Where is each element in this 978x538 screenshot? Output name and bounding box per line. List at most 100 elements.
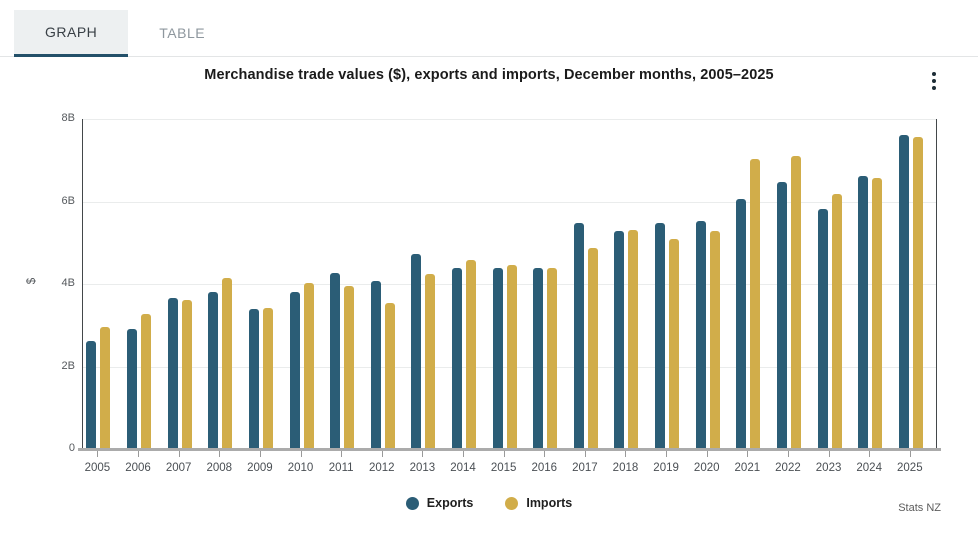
bar-imports-2012[interactable] (384, 302, 395, 449)
gridline-6b (83, 201, 936, 203)
bar-imports-2007[interactable] (181, 299, 192, 449)
bar-exports-2021[interactable] (736, 199, 747, 449)
x-axis-label-2018: 2018 (612, 462, 639, 474)
x-tick-2011 (341, 451, 343, 457)
bar-imports-2013[interactable] (425, 273, 436, 449)
bar-imports-2008[interactable] (222, 278, 233, 449)
x-tick-2023 (828, 451, 830, 457)
bar-exports-2024[interactable] (858, 175, 869, 449)
x-axis-label-2014: 2014 (450, 462, 476, 474)
bar-imports-2019[interactable] (669, 238, 680, 449)
x-axis-label-2023: 2023 (815, 462, 842, 474)
x-tick-2025 (909, 451, 911, 457)
x-tick-2012 (381, 451, 383, 457)
x-tick-2015 (503, 451, 505, 457)
bar-exports-2006[interactable] (127, 328, 138, 449)
bar-imports-2020[interactable] (709, 231, 720, 449)
bar-imports-2025[interactable] (912, 137, 923, 449)
tab-table[interactable]: TABLE (159, 25, 206, 41)
bar-exports-2007[interactable] (167, 298, 178, 449)
x-axis-label-2009: 2009 (247, 462, 273, 474)
bar-exports-2010[interactable] (289, 292, 300, 449)
bar-imports-2015[interactable] (506, 265, 517, 449)
bar-imports-2021[interactable] (750, 158, 761, 449)
chart-title: Merchandise trade values ($), exports an… (204, 67, 774, 83)
x-axis-label-2013: 2013 (409, 462, 436, 474)
y-axis-label-6B: 6B (61, 194, 75, 207)
tab-bar: GRAPH TABLE (0, 10, 978, 57)
y-axis-label-2B: 2B (61, 359, 75, 372)
bar-exports-2020[interactable] (695, 221, 706, 449)
x-axis-line (78, 448, 941, 451)
y-axis-label-4B: 4B (61, 277, 75, 289)
x-tick-2014 (463, 451, 464, 457)
bar-imports-2022[interactable] (790, 156, 801, 449)
x-tick-2007 (178, 451, 180, 457)
bar-exports-2008[interactable] (208, 292, 219, 449)
bar-exports-2012[interactable] (370, 281, 381, 449)
x-axis-label-2025: 2025 (897, 462, 923, 474)
x-axis-label-2022: 2022 (775, 462, 801, 474)
x-axis-label-2006: 2006 (125, 462, 151, 474)
kebab-dot (932, 72, 936, 76)
x-tick-2024 (869, 451, 871, 457)
bar-imports-2017[interactable] (587, 247, 598, 449)
x-tick-2006 (138, 451, 140, 457)
bar-exports-2011[interactable] (330, 273, 341, 449)
x-axis-label-2015: 2015 (490, 462, 517, 474)
legend-item-imports[interactable]: Imports (505, 496, 572, 510)
plot-area (82, 119, 937, 449)
tab-graph[interactable]: GRAPH (14, 10, 129, 57)
x-tick-2019 (666, 451, 668, 457)
title-row: Merchandise trade values ($), exports an… (0, 66, 978, 84)
bar-exports-2022[interactable] (776, 181, 787, 449)
x-tick-2010 (300, 451, 302, 457)
x-tick-2008 (219, 451, 221, 457)
x-tick-2009 (259, 451, 261, 457)
x-tick-2020 (706, 451, 708, 457)
x-axis-label-2012: 2012 (368, 462, 395, 474)
bar-imports-2005[interactable] (100, 327, 111, 449)
y-axis-label-0: 0 (68, 442, 75, 454)
kebab-menu-icon[interactable] (926, 69, 942, 93)
bar-exports-2025[interactable] (898, 134, 909, 449)
bar-imports-2014[interactable] (466, 260, 476, 449)
bar-imports-2023[interactable] (831, 194, 842, 449)
bar-imports-2024[interactable] (872, 177, 883, 449)
bar-imports-2018[interactable] (628, 230, 639, 449)
bar-imports-2016[interactable] (547, 267, 558, 449)
x-axis-label-2008: 2008 (206, 462, 233, 474)
kebab-dot (932, 86, 936, 90)
x-axis-label-2019: 2019 (653, 462, 679, 474)
x-tick-2018 (625, 451, 627, 457)
x-tick-2022 (787, 451, 789, 457)
bar-exports-2017[interactable] (573, 222, 584, 449)
x-axis-label-2007: 2007 (165, 462, 192, 474)
kebab-dot (932, 79, 936, 83)
legend-label-exports: Exports (426, 496, 474, 510)
x-axis-label-2017: 2017 (572, 462, 598, 474)
bar-imports-2009[interactable] (262, 307, 273, 449)
bar-exports-2019[interactable] (655, 222, 666, 449)
bar-exports-2023[interactable] (817, 208, 828, 449)
legend-item-exports[interactable]: Exports (405, 496, 474, 510)
bar-exports-2014[interactable] (452, 268, 462, 449)
bar-imports-2011[interactable] (344, 286, 355, 449)
bar-exports-2005[interactable] (86, 341, 97, 449)
bar-exports-2016[interactable] (533, 268, 544, 449)
x-tick-2013 (422, 451, 424, 457)
x-axis-label-2021: 2021 (734, 462, 761, 474)
x-tick-2005 (97, 451, 99, 457)
x-axis-label-2005: 2005 (84, 462, 111, 474)
exports-marker-icon (405, 496, 419, 510)
bar-exports-2009[interactable] (248, 309, 259, 449)
source-attribution: Stats NZ (898, 502, 941, 514)
bar-imports-2006[interactable] (141, 313, 152, 449)
bar-exports-2018[interactable] (614, 231, 625, 449)
bar-exports-2015[interactable] (492, 267, 503, 449)
gridline-8b (83, 119, 936, 120)
bar-imports-2010[interactable] (303, 283, 314, 449)
x-axis-label-2011: 2011 (328, 462, 354, 474)
bar-exports-2013[interactable] (411, 254, 422, 449)
